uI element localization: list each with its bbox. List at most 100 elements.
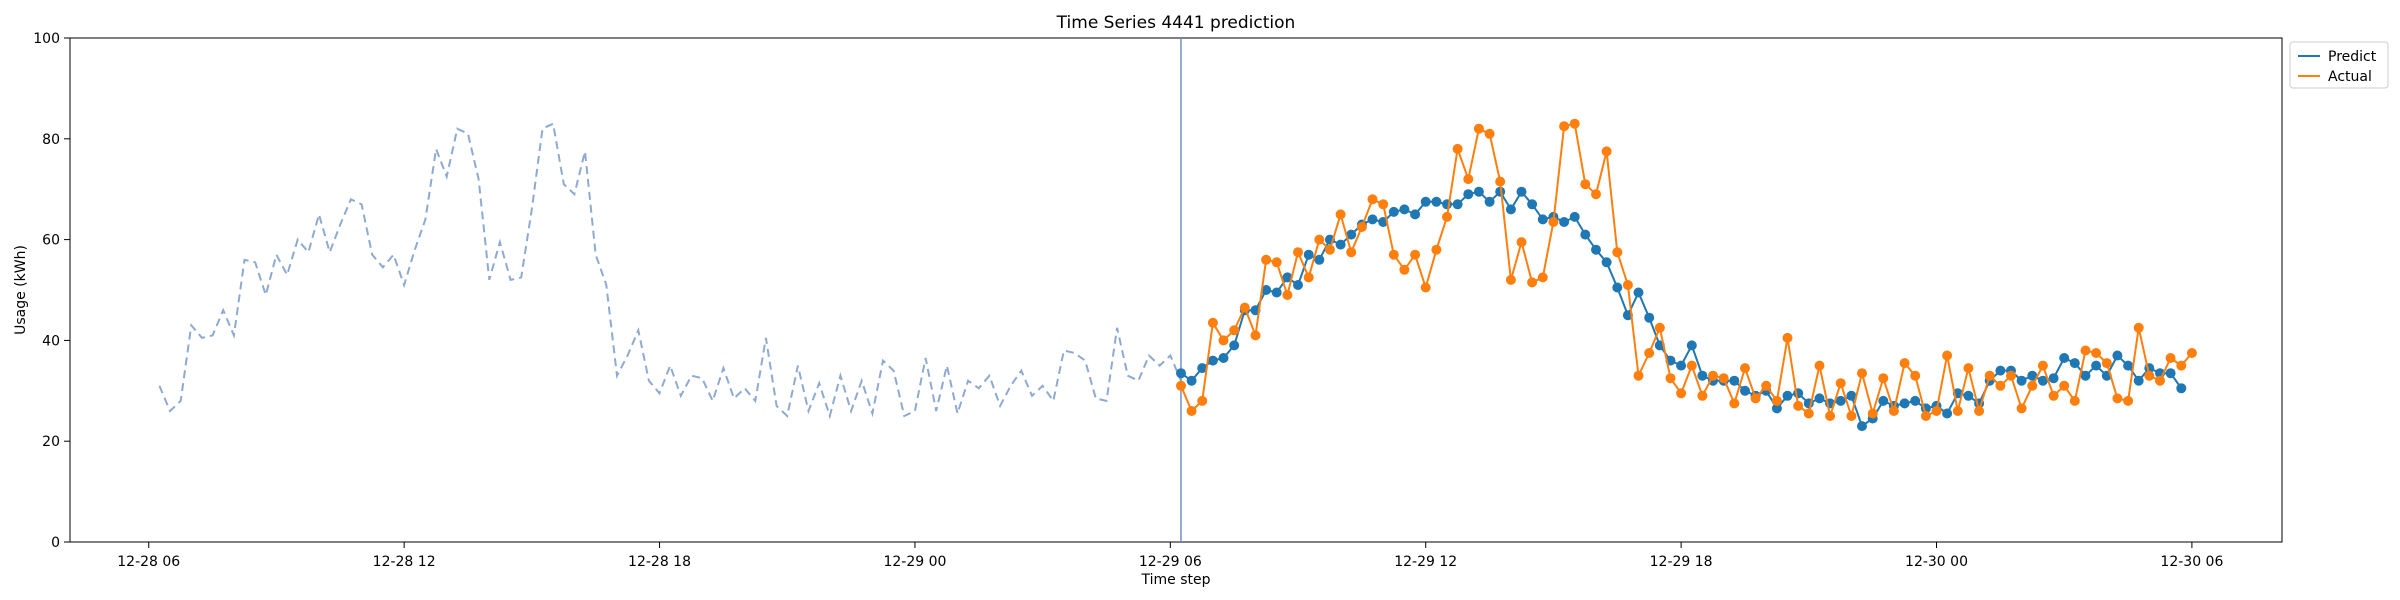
actual-data-point	[1729, 398, 1740, 409]
actual-data-point	[1942, 350, 1953, 361]
actual-data-point	[2144, 370, 2155, 381]
actual-data-point	[1910, 370, 1921, 381]
actual-data-point	[1878, 373, 1889, 384]
predict-data-point	[2176, 383, 2187, 394]
actual-data-point	[1974, 406, 1985, 416]
actual-data-point	[1963, 363, 1974, 374]
actual-data-point	[2069, 395, 2080, 406]
actual-data-point	[1686, 360, 1697, 371]
actual-data-point	[1324, 244, 1335, 255]
actual-data-point	[1803, 408, 1814, 419]
actual-data-point	[2133, 322, 2144, 333]
predict-data-point	[1399, 204, 1410, 215]
actual-data-point	[1399, 264, 1410, 275]
predict-data-point	[1452, 199, 1463, 210]
actual-data-point	[1697, 390, 1708, 401]
actual-data-point	[1356, 222, 1367, 232]
actual-data-point	[1580, 179, 1591, 190]
actual-data-point	[1633, 370, 1644, 381]
predict-data-point	[2048, 373, 2059, 384]
actual-data-point	[1527, 277, 1538, 288]
actual-data-point	[2016, 403, 2027, 414]
predict-data-point	[1176, 368, 1186, 379]
actual-data-point	[1814, 360, 1825, 371]
actual-data-point	[1431, 244, 1442, 255]
actual-data-point	[1899, 358, 1910, 369]
actual-data-point	[2027, 380, 2038, 391]
actual-data-point	[1920, 411, 1931, 421]
predict-data-point	[1314, 254, 1325, 265]
predict-data-point	[1729, 375, 1740, 386]
actual-series-line	[1180, 122, 2193, 420]
predict-data-point	[1420, 196, 1431, 207]
actual-data-point	[1335, 209, 1346, 220]
actual-data-point	[1282, 290, 1293, 300]
predict-data-point	[1516, 186, 1527, 197]
predict-data-point	[1527, 199, 1538, 210]
predict-data-point	[1303, 249, 1314, 260]
actual-data-point	[1463, 174, 1474, 185]
actual-data-point	[1867, 408, 1878, 419]
actual-data-point	[1601, 146, 1612, 157]
actual-data-point	[1367, 194, 1378, 205]
actual-data-point	[1931, 406, 1942, 416]
predict-data-point	[1186, 375, 1197, 386]
predict-data-point	[2059, 353, 2070, 363]
x-tick-label: 12-29 12	[1394, 554, 1457, 570]
actual-data-point	[1176, 380, 1186, 391]
actual-data-point	[1271, 257, 1282, 268]
actual-data-point	[1484, 128, 1495, 139]
predict-data-point	[1282, 272, 1293, 283]
predict-data-point	[1271, 287, 1282, 298]
predict-data-point	[2165, 368, 2176, 379]
actual-data-point	[2037, 360, 2048, 371]
predict-data-point	[1910, 395, 1921, 406]
predict-data-point	[1995, 365, 2006, 376]
actual-data-point	[1888, 406, 1899, 416]
actual-data-point	[1410, 249, 1421, 260]
actual-data-point	[2176, 360, 2187, 371]
actual-data-point	[1771, 395, 1782, 406]
actual-data-point	[1984, 370, 1995, 381]
predict-data-point	[1197, 363, 1208, 374]
predict-data-point	[1293, 280, 1303, 290]
y-tick-label: 100	[33, 31, 60, 47]
actual-data-point	[1537, 272, 1548, 283]
actual-data-point	[2123, 395, 2134, 406]
predict-data-point	[1346, 229, 1357, 240]
predict-data-point	[1771, 403, 1782, 414]
actual-data-point	[2112, 393, 2123, 404]
predict-data-point	[1601, 257, 1612, 268]
actual-data-point	[1239, 302, 1250, 313]
actual-data-point	[1644, 348, 1655, 358]
chart-title: Time Series 4441 prediction	[1056, 13, 1296, 33]
actual-data-point	[2165, 353, 2176, 363]
actual-data-point	[1846, 411, 1857, 421]
actual-data-point	[1548, 217, 1559, 227]
actual-data-point	[1591, 189, 1601, 200]
x-tick-label: 12-30 06	[2160, 554, 2223, 570]
predict-data-point	[1484, 196, 1495, 207]
predict-data-point	[1367, 214, 1378, 225]
predict-data-point	[1835, 395, 1846, 406]
predict-data-point	[1410, 209, 1421, 220]
x-tick-label: 12-29 00	[883, 554, 946, 570]
predict-data-point	[2112, 350, 2123, 361]
actual-data-point	[1314, 234, 1325, 245]
actual-data-point	[2080, 345, 2091, 356]
actual-data-point	[1303, 272, 1314, 283]
actual-data-point	[1197, 395, 1208, 406]
predict-data-point	[1740, 385, 1750, 396]
legend-label-actual: Actual	[2328, 69, 2372, 85]
predict-data-point	[1782, 390, 1793, 401]
actual-data-point	[1473, 123, 1484, 134]
y-tick-label: 20	[42, 434, 60, 450]
legend: Predict Actual	[2289, 41, 2389, 89]
predict-data-point	[1633, 287, 1644, 298]
actual-data-point	[1261, 254, 1272, 265]
actual-data-point	[1952, 406, 1963, 416]
predict-data-point	[1207, 355, 1218, 366]
x-tick-label: 12-29 06	[1139, 554, 1202, 570]
actual-data-point	[2006, 370, 2016, 381]
